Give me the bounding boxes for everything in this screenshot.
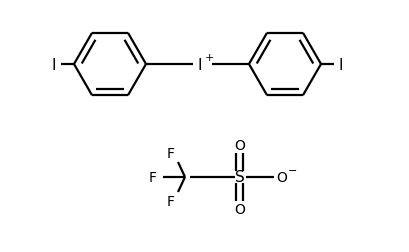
Text: I: I (198, 57, 202, 72)
Text: O: O (235, 202, 245, 216)
Text: I: I (52, 57, 56, 72)
Text: O: O (235, 138, 245, 152)
Text: F: F (167, 146, 175, 160)
Text: −: − (288, 165, 298, 175)
Text: F: F (167, 194, 175, 208)
Text: F: F (149, 170, 157, 184)
Text: I: I (339, 57, 343, 72)
Text: +: + (204, 53, 213, 63)
Text: O: O (276, 170, 288, 184)
Text: S: S (235, 170, 245, 185)
